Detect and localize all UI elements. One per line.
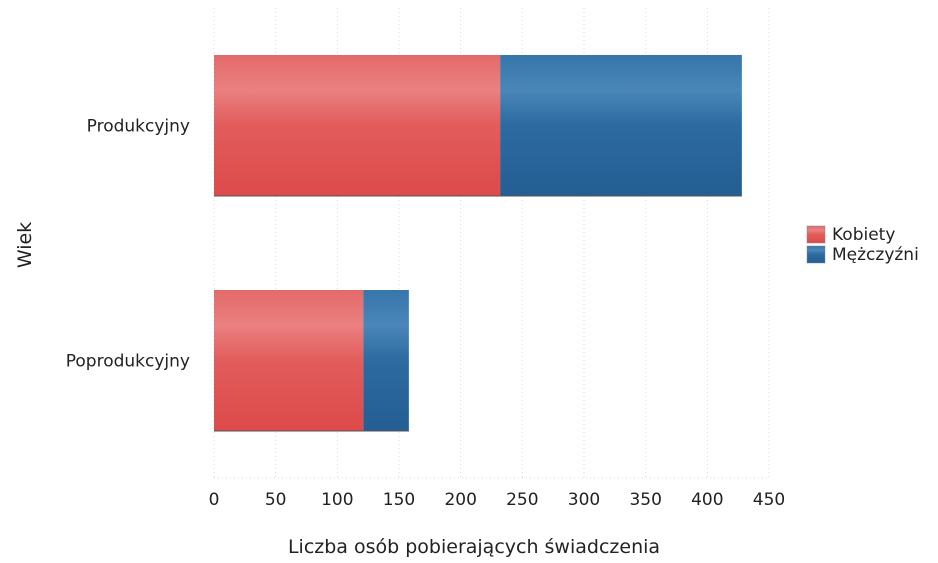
x-tick-label: 50 [265, 490, 287, 510]
x-tick-label: 200 [444, 490, 476, 510]
x-tick-label: 100 [321, 490, 353, 510]
bars [214, 55, 742, 432]
x-tick-label: 0 [209, 490, 220, 510]
legend-swatch [806, 245, 826, 264]
x-tick-label: 300 [568, 490, 600, 510]
bar-kobiety-produkcyjny [214, 55, 501, 196]
bar-kobiety-poprodukcyjny [214, 290, 364, 431]
y-category-label: Poprodukcyjny [66, 352, 190, 372]
x-axis-ticks: 0 50 100 150 200 250 300 350 400 450 [209, 490, 786, 510]
legend-label: Kobiety [832, 225, 895, 245]
gridlines [213, 8, 770, 479]
x-axis-title: Liczba osób pobierających świadczenia [288, 536, 660, 558]
legend-swatch [806, 225, 826, 244]
x-tick-label: 400 [691, 490, 723, 510]
y-category-label: Produkcyjny [87, 117, 190, 137]
x-tick-label: 150 [383, 490, 415, 510]
x-tick-label: 450 [753, 490, 785, 510]
x-tick-label: 350 [629, 490, 661, 510]
bar-mężczyźni-produkcyjny [500, 55, 742, 196]
legend-label: Mężczyźni [832, 245, 919, 265]
y-axis-categories: Produkcyjny Poprodukcyjny [66, 117, 190, 372]
bar-mężczyźni-poprodukcyjny [363, 290, 409, 431]
x-tick-label: 250 [506, 490, 538, 510]
y-axis-title: Wiek [14, 222, 36, 268]
